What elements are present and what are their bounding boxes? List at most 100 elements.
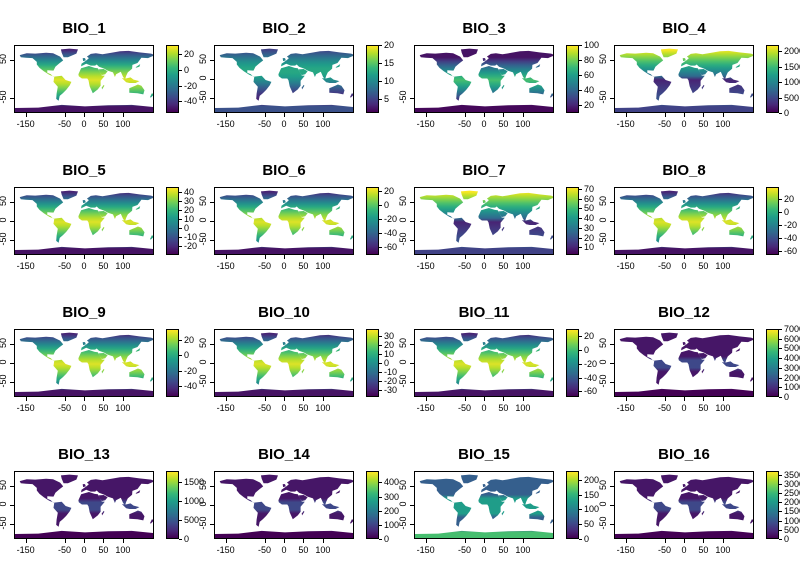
x-tick (103, 113, 105, 117)
color-legend (766, 187, 779, 255)
x-tick (225, 113, 227, 117)
y-axis: 500-50 (0, 471, 14, 539)
legend-tick (779, 493, 782, 495)
landmass-new-zealand (349, 377, 353, 382)
legend-tick-label: 50 (584, 203, 595, 214)
landmass-arabia (298, 69, 308, 76)
landmass-indonesia (321, 77, 340, 83)
landmass-australia (129, 84, 145, 95)
x-tick-label: 50 (498, 119, 509, 129)
legend-tick (779, 377, 782, 379)
landmass-new-zealand (549, 519, 553, 524)
landmass-greenland (460, 48, 478, 58)
x-axis: -150 -50 0 50 100 (14, 113, 154, 133)
y-tick (610, 523, 614, 525)
landmass-uk (482, 200, 486, 204)
legend-tick (579, 59, 582, 61)
landmass-australia (329, 510, 345, 521)
legend-tick (379, 496, 382, 498)
x-tick-label: 100 (115, 403, 131, 413)
landmass-uk (682, 342, 686, 346)
y-tick (210, 202, 214, 204)
landmass-indonesia (721, 219, 740, 225)
y-tick-label: 50 (598, 54, 608, 65)
legend-tick (379, 62, 382, 64)
landmass-uk (82, 484, 86, 488)
legend-tick-label: -60 (784, 246, 798, 257)
landmass-madagascar (301, 510, 305, 516)
legend-tick (579, 247, 582, 249)
legend-tick-label: 5 (384, 93, 390, 104)
map-title: BIO_16 (658, 446, 710, 463)
landmass-eurasia (481, 476, 553, 506)
landmass-south-america (453, 501, 472, 527)
map-title: BIO_4 (662, 20, 706, 37)
landmass-new-zealand (349, 235, 353, 240)
legend-tick (579, 363, 582, 365)
landmass-australia (529, 226, 545, 237)
legend-tick (179, 520, 182, 522)
x-tick (322, 397, 324, 401)
landmass-japan (535, 206, 541, 210)
landmass-indonesia (321, 361, 340, 367)
legend-tick-label: -20 (584, 358, 598, 369)
x-axis: -150 -50 0 50 100 (214, 255, 354, 275)
legend-tick (579, 524, 582, 526)
y-tick (610, 363, 614, 364)
x-tick (503, 539, 505, 543)
landmass-madagascar (101, 510, 105, 516)
landmass-new-zealand (749, 235, 753, 240)
legend-tick-label: 2000 (784, 497, 800, 508)
landmass-new-zealand (149, 519, 153, 524)
map-frame (414, 45, 554, 113)
x-tick (225, 255, 227, 259)
landmass-north-america (19, 194, 64, 219)
x-tick (522, 397, 524, 401)
x-tick-label: 0 (281, 119, 287, 129)
legend-tick-label: 100 (384, 519, 400, 530)
y-tick (10, 381, 14, 383)
x-tick-label: -50 (258, 545, 272, 555)
landmass-australia (529, 368, 545, 379)
legend-tick (379, 80, 382, 82)
map-title: BIO_9 (62, 304, 106, 321)
legend-tick (379, 218, 382, 220)
y-tick (410, 381, 414, 383)
map-frame (214, 471, 354, 539)
legend-tick (379, 539, 382, 540)
landmass-indonesia (121, 219, 140, 225)
landmass-madagascar (701, 226, 705, 232)
map-frame (614, 329, 754, 397)
landmass-south-america (653, 359, 672, 385)
landmass-indonesia (121, 77, 140, 83)
legend-tick (379, 363, 382, 364)
landmass-antarctica (615, 104, 753, 112)
map-canvas (415, 474, 553, 538)
x-tick-label: 100 (715, 261, 731, 271)
x-tick (425, 255, 427, 259)
x-tick (25, 539, 27, 543)
landmass-eurasia (281, 334, 353, 364)
landmass-africa (478, 492, 505, 520)
landmass-uk (682, 484, 686, 488)
legend-tick (579, 539, 582, 540)
landmass-japan (135, 64, 141, 68)
x-tick (722, 255, 724, 259)
x-tick-label: -50 (258, 261, 272, 271)
landmass-japan (335, 64, 341, 68)
x-tick (684, 113, 685, 117)
color-legend (566, 45, 579, 113)
color-legend (166, 187, 179, 255)
map-canvas (215, 332, 353, 396)
legend-tick (179, 385, 182, 387)
y-tick (10, 202, 14, 204)
x-tick-label: 0 (81, 545, 87, 555)
y-tick (10, 363, 14, 364)
x-tick-label: 50 (98, 545, 109, 555)
x-tick-label: -150 (416, 545, 435, 555)
landmass-australia (729, 368, 745, 379)
legend-tick-label: 30 (384, 331, 395, 342)
